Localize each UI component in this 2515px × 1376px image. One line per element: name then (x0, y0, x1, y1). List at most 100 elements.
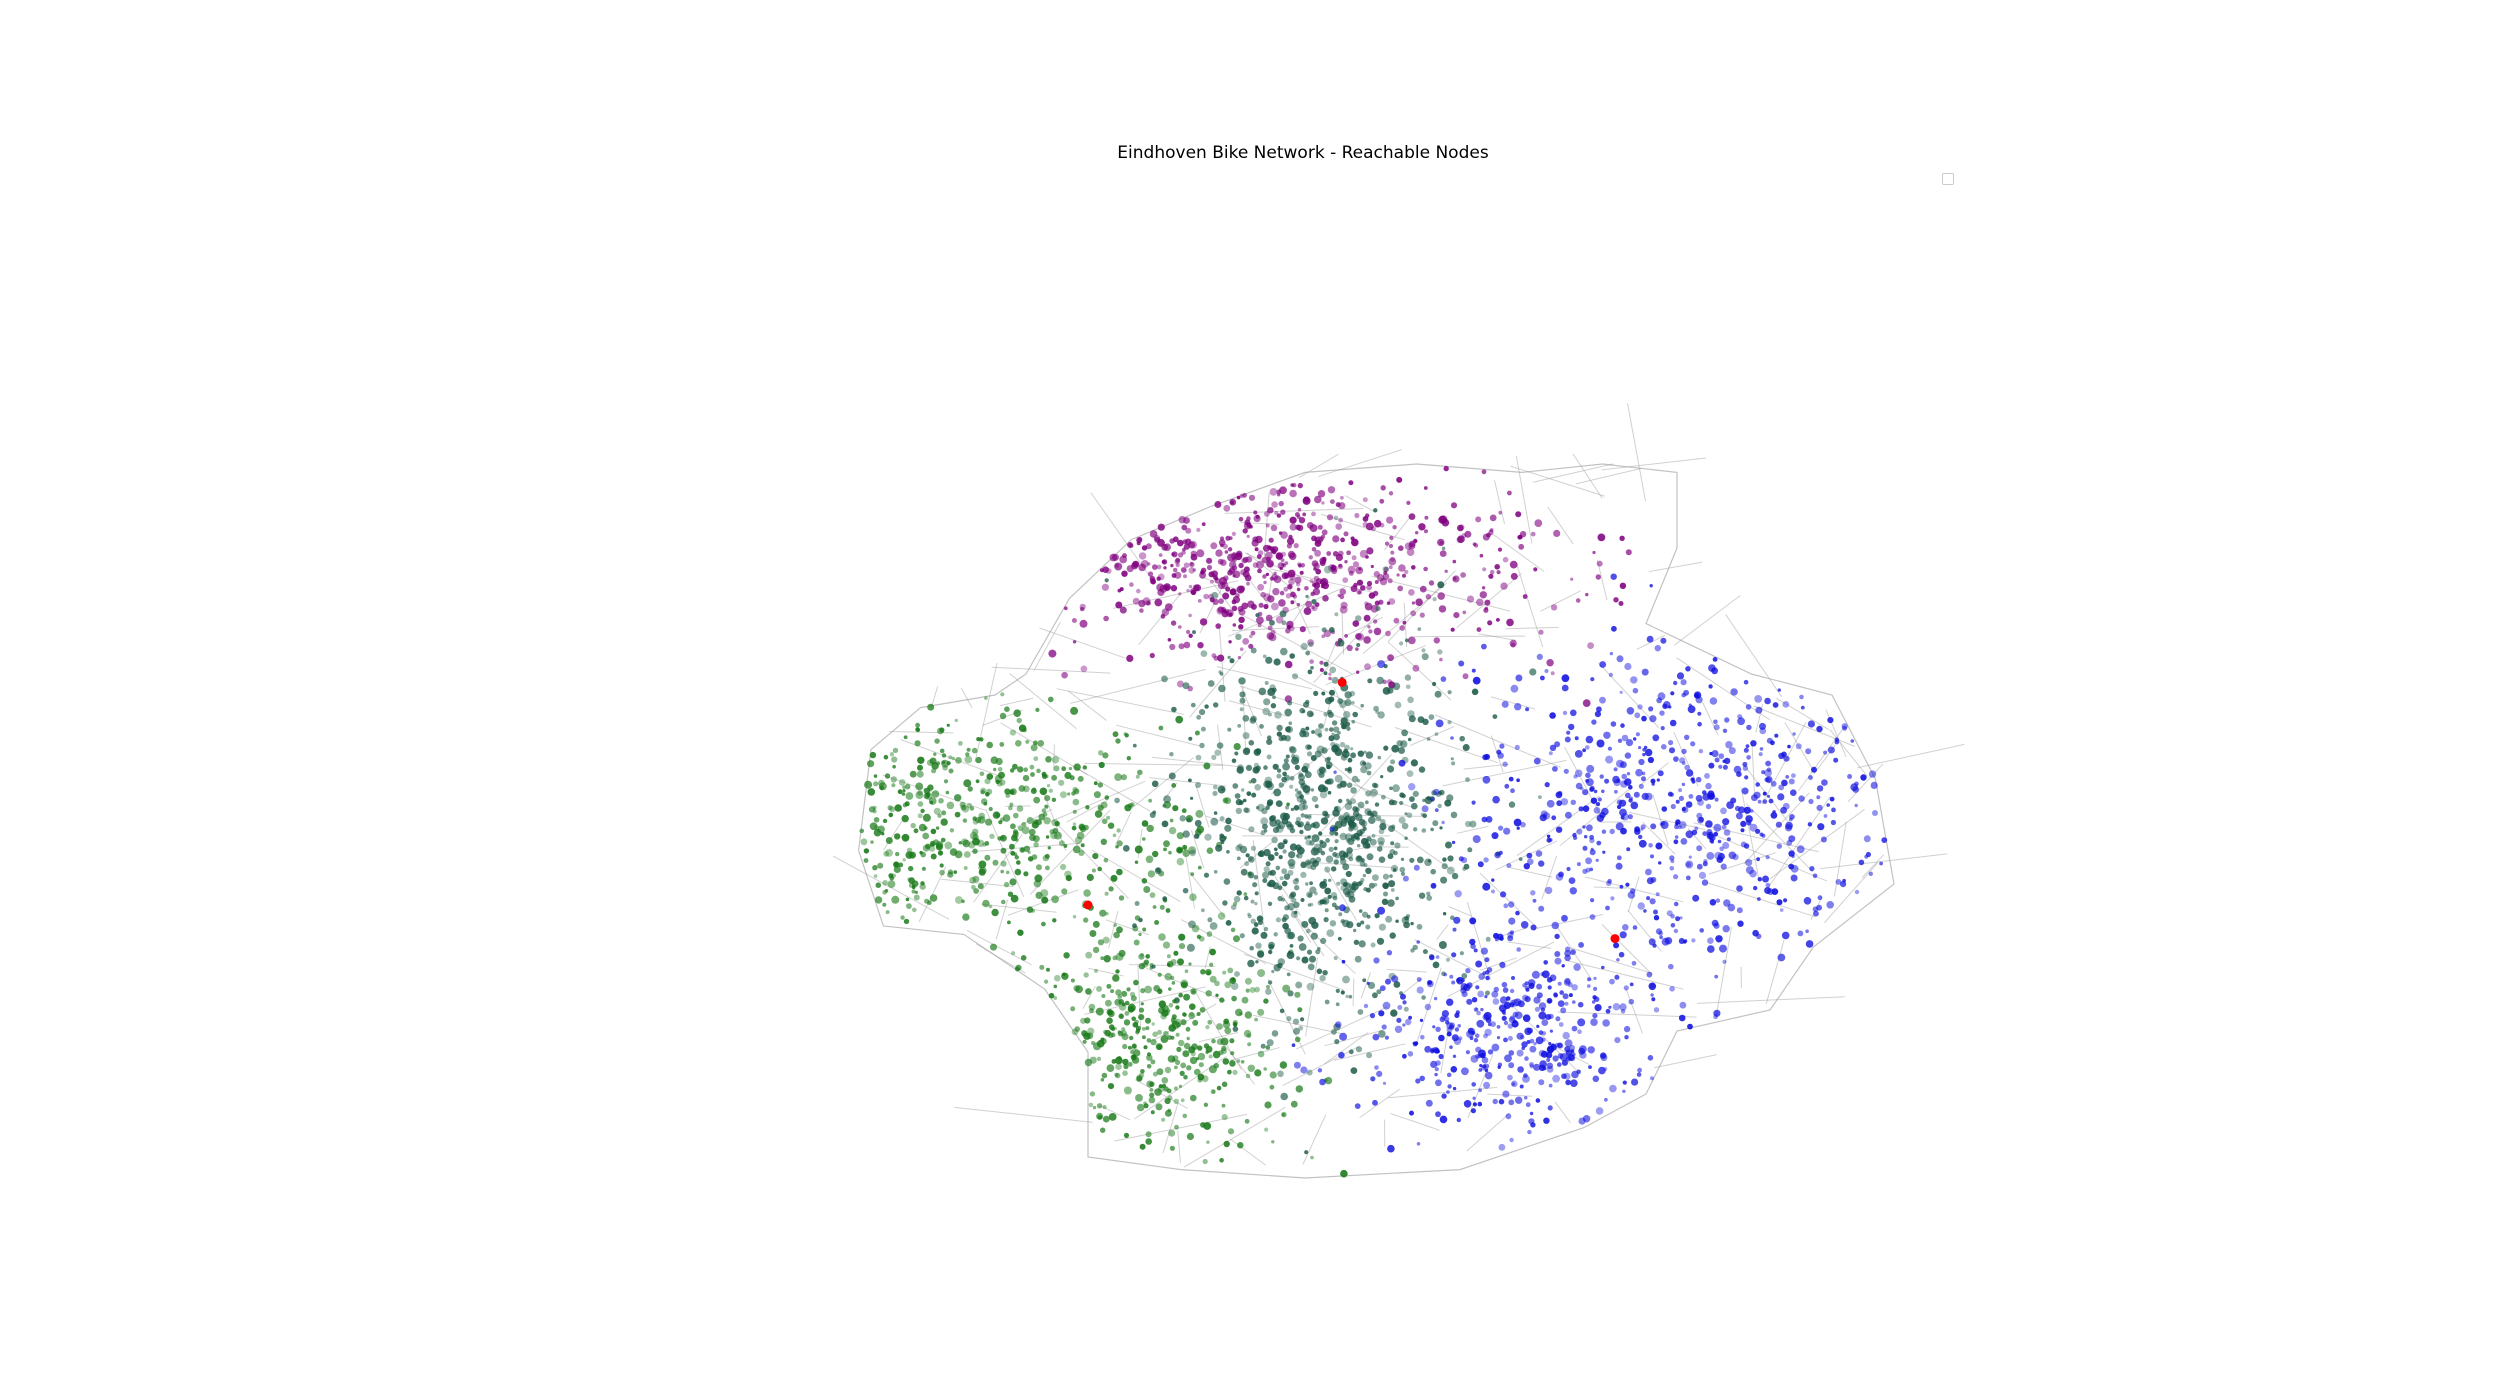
reachable-node (1371, 833, 1376, 838)
reachable-node (1218, 598, 1224, 604)
reachable-node (922, 832, 930, 840)
reachable-node (1132, 560, 1140, 568)
reachable-node (1382, 687, 1391, 695)
reachable-node (1330, 499, 1335, 504)
reachable-node (1499, 961, 1506, 969)
reachable-node (1172, 1055, 1179, 1061)
reachable-node (1524, 996, 1531, 1003)
street-segment (1386, 968, 1427, 973)
reachable-node (1684, 734, 1690, 740)
reachable-node (1232, 595, 1241, 604)
reachable-node (1453, 612, 1460, 619)
reachable-node (1549, 974, 1557, 982)
reachable-node (1745, 859, 1753, 867)
reachable-node (1723, 829, 1731, 836)
reachable-node (1194, 1068, 1201, 1076)
reachable-node (918, 823, 927, 832)
reachable-node (1392, 682, 1401, 691)
street-segment (1572, 453, 1603, 499)
reachable-node (1370, 1076, 1376, 1082)
reachable-node (1300, 642, 1308, 651)
reachable-node (1496, 1025, 1501, 1029)
reachable-node (1051, 895, 1059, 904)
reachable-node (1491, 990, 1499, 998)
reachable-node (1324, 813, 1330, 819)
reachable-node (985, 818, 993, 826)
street-segment (1547, 506, 1574, 545)
reachable-node (1531, 970, 1540, 979)
reachable-node (1346, 726, 1351, 731)
reachable-node (1656, 778, 1660, 782)
reachable-node (1787, 744, 1791, 749)
reachable-node (1301, 920, 1309, 928)
reachable-node (1246, 581, 1250, 586)
reachable-node (1605, 905, 1610, 911)
reachable-node (1696, 845, 1703, 852)
reachable-node (947, 871, 954, 878)
reachable-node (1287, 990, 1294, 997)
reachable-node (1797, 930, 1804, 937)
reachable-node (1100, 1078, 1105, 1082)
reachable-node (1154, 1088, 1162, 1096)
street-segment (1138, 593, 1182, 646)
reachable-node (1421, 653, 1429, 661)
reachable-node (1225, 535, 1231, 541)
reachable-node (1426, 895, 1433, 901)
reachable-node (1010, 768, 1015, 773)
reachable-node (1358, 880, 1364, 885)
reachable-node (1190, 1094, 1197, 1102)
reachable-node (1298, 517, 1306, 524)
reachable-node (1850, 783, 1859, 791)
reachable-node (1167, 1035, 1172, 1040)
reachable-node (1489, 528, 1494, 532)
reachable-node (1761, 833, 1766, 838)
reachable-node (1046, 784, 1051, 788)
reachable-node (1295, 844, 1302, 851)
reachable-node (1200, 567, 1207, 573)
reachable-node (1385, 630, 1391, 637)
reachable-node (892, 764, 896, 769)
reachable-node (1427, 980, 1432, 985)
reachable-node (1641, 715, 1647, 722)
reachable-node (1012, 763, 1018, 770)
reachable-node (1498, 1098, 1505, 1105)
reachable-node (1288, 534, 1293, 540)
reachable-node (1554, 933, 1560, 940)
reachable-node (1309, 881, 1313, 886)
reachable-node (1383, 566, 1389, 572)
reachable-node (1737, 920, 1744, 927)
origin-markers (1083, 677, 1620, 944)
reachable-node (1755, 706, 1763, 714)
street-segment (1490, 696, 1535, 710)
reachable-node (1596, 814, 1605, 822)
street-segment (1767, 796, 1831, 889)
reachable-node (954, 794, 962, 802)
reachable-node (1418, 523, 1426, 531)
reachable-node (1714, 757, 1720, 763)
reachable-node (1673, 839, 1679, 845)
reachable-node (1189, 849, 1196, 857)
reachable-node (908, 865, 914, 872)
reachable-node (1271, 687, 1277, 693)
reachable-node (1332, 852, 1338, 857)
reachable-node (1785, 775, 1790, 779)
reachable-node (1335, 1021, 1342, 1028)
reachable-node (1835, 879, 1842, 885)
reachable-node (1315, 856, 1322, 863)
reachable-node (1608, 1005, 1612, 1009)
reachable-node (902, 789, 906, 793)
street-segment (1112, 580, 1239, 609)
reachable-node (1510, 788, 1515, 794)
reachable-node (1435, 955, 1440, 959)
reachable-node (1327, 486, 1336, 494)
reachable-node (1333, 515, 1339, 521)
reachable-node (1127, 803, 1133, 809)
reachable-node (1786, 839, 1793, 846)
reachable-node (1276, 513, 1282, 518)
reachable-node (1306, 982, 1315, 991)
reachable-node (869, 751, 877, 759)
reachable-node (1312, 821, 1320, 829)
reachable-node (1457, 524, 1464, 532)
reachable-node (1178, 992, 1183, 998)
reachable-node (1276, 724, 1283, 732)
